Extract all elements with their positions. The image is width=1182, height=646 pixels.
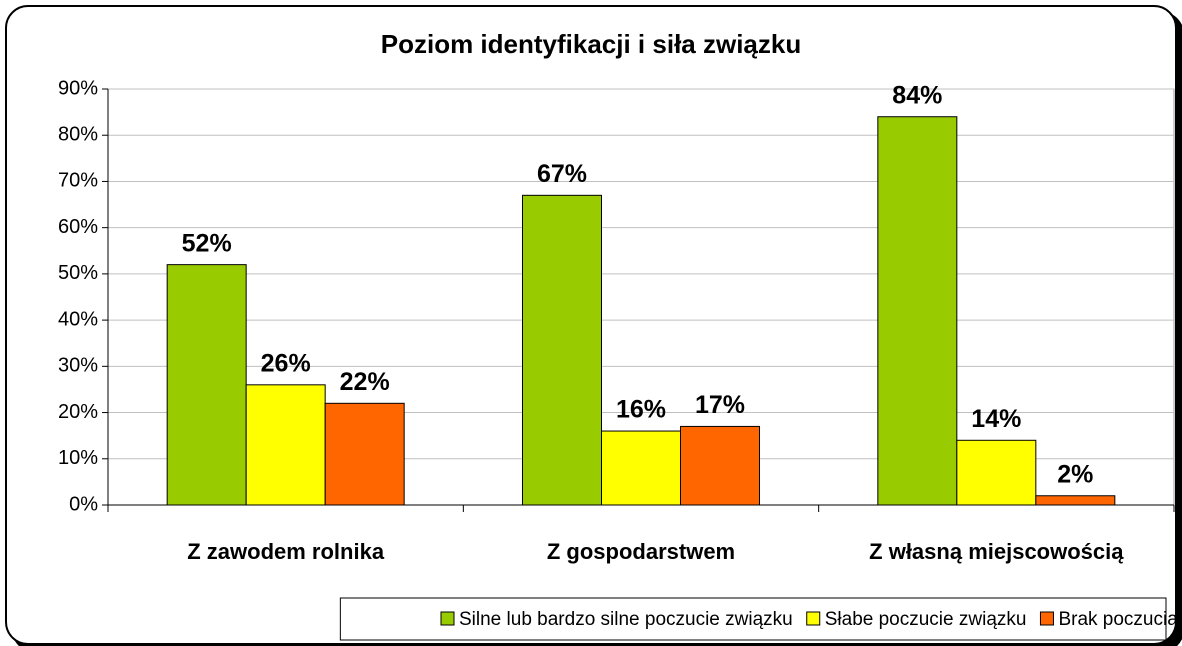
- y-tick-label: 10%: [58, 447, 98, 469]
- y-tick-label: 20%: [58, 401, 98, 423]
- bar: [1035, 495, 1116, 506]
- bar: [680, 425, 760, 506]
- value-label: 2%: [1057, 460, 1093, 488]
- x-tick-label: Z gospodarstwem: [547, 539, 735, 564]
- value-label: 17%: [695, 391, 745, 419]
- y-tick-label: 40%: [58, 308, 98, 330]
- y-tick-label: 70%: [58, 170, 98, 192]
- y-tick-label: 50%: [58, 262, 98, 284]
- bar: [956, 439, 1037, 506]
- value-label: 16%: [616, 396, 666, 424]
- y-tick-label: 30%: [58, 355, 98, 377]
- legend-swatch: [1039, 611, 1054, 626]
- value-label: 14%: [971, 405, 1021, 433]
- bar: [522, 194, 602, 506]
- y-tick-label: 90%: [58, 77, 98, 99]
- legend-label: Silne lub bardzo silne poczucie związku: [459, 609, 793, 630]
- y-tick-label: 0%: [69, 493, 98, 515]
- bar: [245, 384, 326, 506]
- legend-label: Brak poczucia związku: [1058, 609, 1182, 630]
- y-tick-label: 80%: [58, 124, 98, 146]
- chart-title: Poziom identyfikacji i siła związku: [381, 29, 801, 59]
- legend-label: Słabe poczucie związku: [825, 609, 1027, 630]
- bar: [166, 264, 247, 506]
- bar: [324, 402, 405, 506]
- y-tick-label: 60%: [58, 216, 98, 238]
- legend-swatch: [440, 611, 455, 626]
- value-label: 84%: [892, 81, 942, 109]
- bar: [877, 116, 958, 506]
- value-label: 52%: [182, 229, 232, 257]
- value-label: 67%: [537, 160, 587, 188]
- value-label: 22%: [340, 368, 390, 396]
- legend: [339, 597, 1167, 641]
- value-label: 26%: [261, 349, 311, 377]
- bar: [601, 430, 681, 506]
- x-tick-label: Z własną miejscowością: [869, 539, 1124, 564]
- legend-swatch: [806, 611, 821, 626]
- x-tick-label: Z zawodem rolnika: [187, 539, 385, 564]
